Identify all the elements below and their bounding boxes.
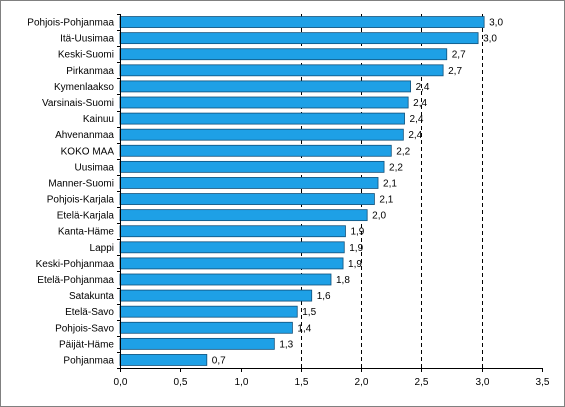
category-label: Lappi xyxy=(90,243,114,254)
category-label: Pohjanmaa xyxy=(63,355,114,366)
bar xyxy=(119,289,313,302)
value-label: 1,8 xyxy=(336,275,350,286)
category-label: Pohjois-Savo xyxy=(55,323,114,334)
bar xyxy=(119,128,404,141)
bar xyxy=(119,160,385,173)
value-label: 2,4 xyxy=(410,114,424,125)
category-label: Päijät-Häme xyxy=(59,339,114,350)
bar xyxy=(119,144,392,157)
category-label: Kainuu xyxy=(83,114,114,125)
category-label: Pohjois-Karjala xyxy=(47,195,115,206)
bar xyxy=(119,112,405,125)
category-label: Uusimaa xyxy=(75,162,115,173)
value-label: 2,1 xyxy=(383,178,397,189)
bar xyxy=(119,305,298,318)
bar xyxy=(119,337,275,350)
x-tick-label: 3,5 xyxy=(536,377,550,388)
bar xyxy=(119,225,346,238)
bar xyxy=(119,16,485,28)
value-label: 2,0 xyxy=(372,211,386,222)
value-label: 2,2 xyxy=(389,162,403,173)
value-label: 2,2 xyxy=(396,146,410,157)
category-label: Pohjois-Pohjanmaa xyxy=(27,18,114,29)
bar xyxy=(119,193,375,205)
value-label: 2,7 xyxy=(452,50,466,61)
bar xyxy=(119,209,368,222)
category-label: Etelä-Karjala xyxy=(57,211,115,222)
value-label: 3,0 xyxy=(489,18,503,29)
axes xyxy=(117,14,543,372)
bar xyxy=(119,241,345,254)
bar xyxy=(119,64,444,77)
value-label: 1,4 xyxy=(297,323,311,334)
value-label: 1,9 xyxy=(348,259,362,270)
bar xyxy=(119,354,208,366)
x-tick-label: 0,0 xyxy=(114,377,128,388)
bar xyxy=(119,96,409,109)
category-label: Kymenlaakso xyxy=(54,82,114,93)
value-labels: 3,0 3,0 2,7 2,7 2,4 2,4 2,4 2,4 2,2 2,2 2,1 2,1 2,0 1… xyxy=(212,18,504,367)
bar xyxy=(119,321,293,334)
value-label: 1,5 xyxy=(302,307,316,318)
bar xyxy=(119,48,448,61)
category-label: Varsinais-Suomi xyxy=(42,98,114,109)
bar xyxy=(119,80,411,93)
value-label: 1,9 xyxy=(349,243,363,254)
x-tick-label: 2,5 xyxy=(415,377,429,388)
bar xyxy=(119,32,479,45)
value-label: 3,0 xyxy=(483,34,497,45)
value-label: 1,6 xyxy=(317,291,331,302)
value-label: 1,9 xyxy=(350,227,364,238)
value-label: 2,4 xyxy=(408,130,422,141)
x-tick-labels: 0,0 0,5 1,0 1,5 2,0 2,5 3,0 3,5 xyxy=(114,377,550,388)
category-label: Manner-Suomi xyxy=(48,178,114,189)
category-label: Kanta-Häme xyxy=(58,227,115,238)
category-label: Pirkanmaa xyxy=(66,66,114,77)
value-label: 2,7 xyxy=(448,66,462,77)
x-tick-label: 2,0 xyxy=(355,377,369,388)
value-label: 2,4 xyxy=(416,82,430,93)
category-labels: Pohjois-Pohjanmaa Itä-Uusimaa Keski-Suomi P… xyxy=(27,18,114,367)
category-label: KOKO MAA xyxy=(61,146,115,157)
value-label: 1,3 xyxy=(279,339,293,350)
category-label: Satakunta xyxy=(69,291,114,302)
value-label: 2,1 xyxy=(379,195,393,206)
bars xyxy=(119,16,485,366)
category-label: Ahvenanmaa xyxy=(55,130,114,141)
category-label: Itä-Uusimaa xyxy=(60,34,114,45)
category-label: Etelä-Savo xyxy=(65,307,114,318)
bar xyxy=(119,273,332,286)
x-tick-label: 0,5 xyxy=(174,377,188,388)
category-label: Keski-Suomi xyxy=(58,50,114,61)
x-tick-label: 3,0 xyxy=(476,377,490,388)
bar xyxy=(119,177,379,189)
bar xyxy=(119,257,344,270)
category-label: Keski-Pohjanmaa xyxy=(36,259,115,270)
value-label: 2,4 xyxy=(413,98,427,109)
category-label: Etelä-Pohjanmaa xyxy=(37,275,114,286)
value-label: 0,7 xyxy=(212,355,226,366)
x-tick-label: 1,5 xyxy=(295,377,309,388)
x-tick-label: 1,0 xyxy=(235,377,249,388)
